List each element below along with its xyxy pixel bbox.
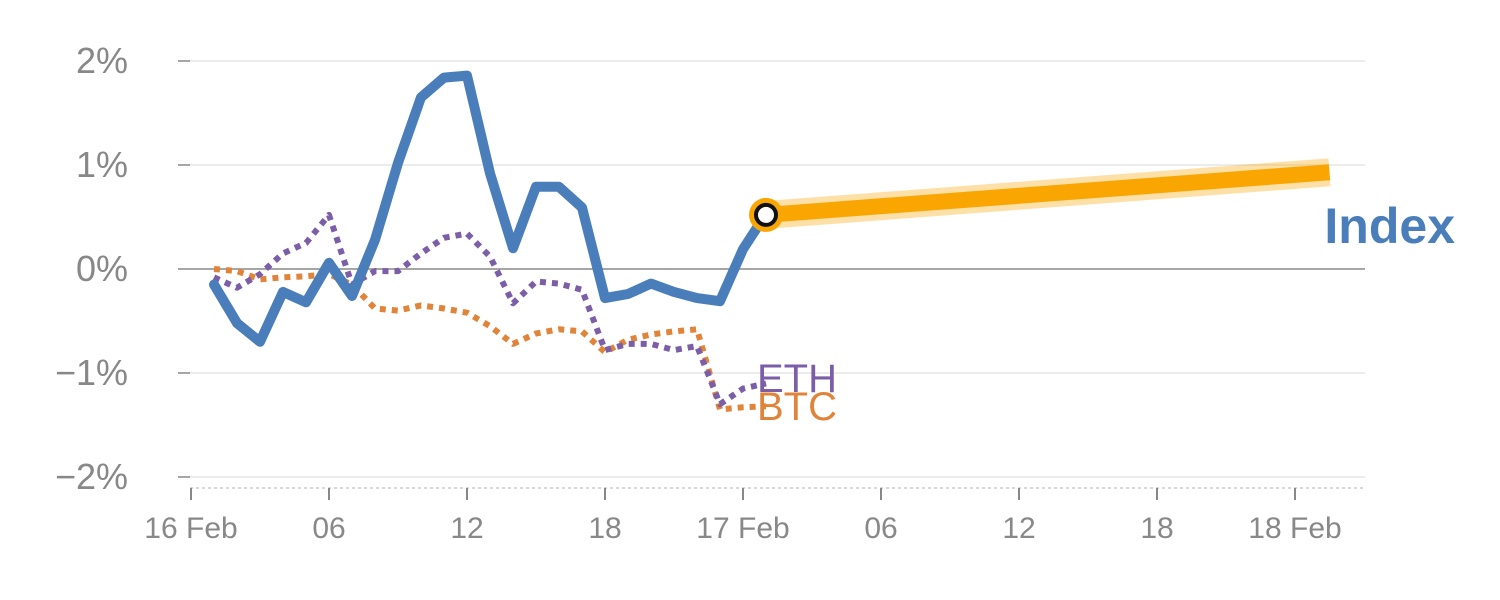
series-line-index xyxy=(209,70,771,347)
x-tick-label: 16 Feb xyxy=(144,512,237,545)
x-tick-label: 18 xyxy=(588,512,621,545)
y-tick-label: 2% xyxy=(76,40,128,81)
series-label-btc: BTC xyxy=(757,385,837,429)
x-tick-label: 12 xyxy=(450,512,483,545)
x-tick-label: 06 xyxy=(864,512,897,545)
forecast-marker xyxy=(754,202,778,227)
x-tick-label: 18 xyxy=(1140,512,1173,545)
y-tick-label: −2% xyxy=(55,456,128,497)
axis-layer: 2% 1% 0% −1% −2% 16 Feb 06 12 18 17 Feb 06 12 18 18 F… xyxy=(55,40,1365,545)
series-line-eth xyxy=(212,211,767,408)
x-tick-label: 18 Feb xyxy=(1248,512,1341,545)
x-tick-label: 12 xyxy=(1002,512,1035,545)
forecast-line xyxy=(765,164,1331,223)
x-tick-label: 06 xyxy=(312,512,345,545)
y-tick-label: −1% xyxy=(55,352,128,393)
series-label-eth: ETH xyxy=(757,357,837,401)
series-label-index: Index xyxy=(1324,198,1455,254)
y-tick-label: 1% xyxy=(76,144,128,185)
series-layer xyxy=(209,70,1331,413)
x-tick-label: 17 Feb xyxy=(696,512,789,545)
y-tick-label: 0% xyxy=(76,248,128,289)
